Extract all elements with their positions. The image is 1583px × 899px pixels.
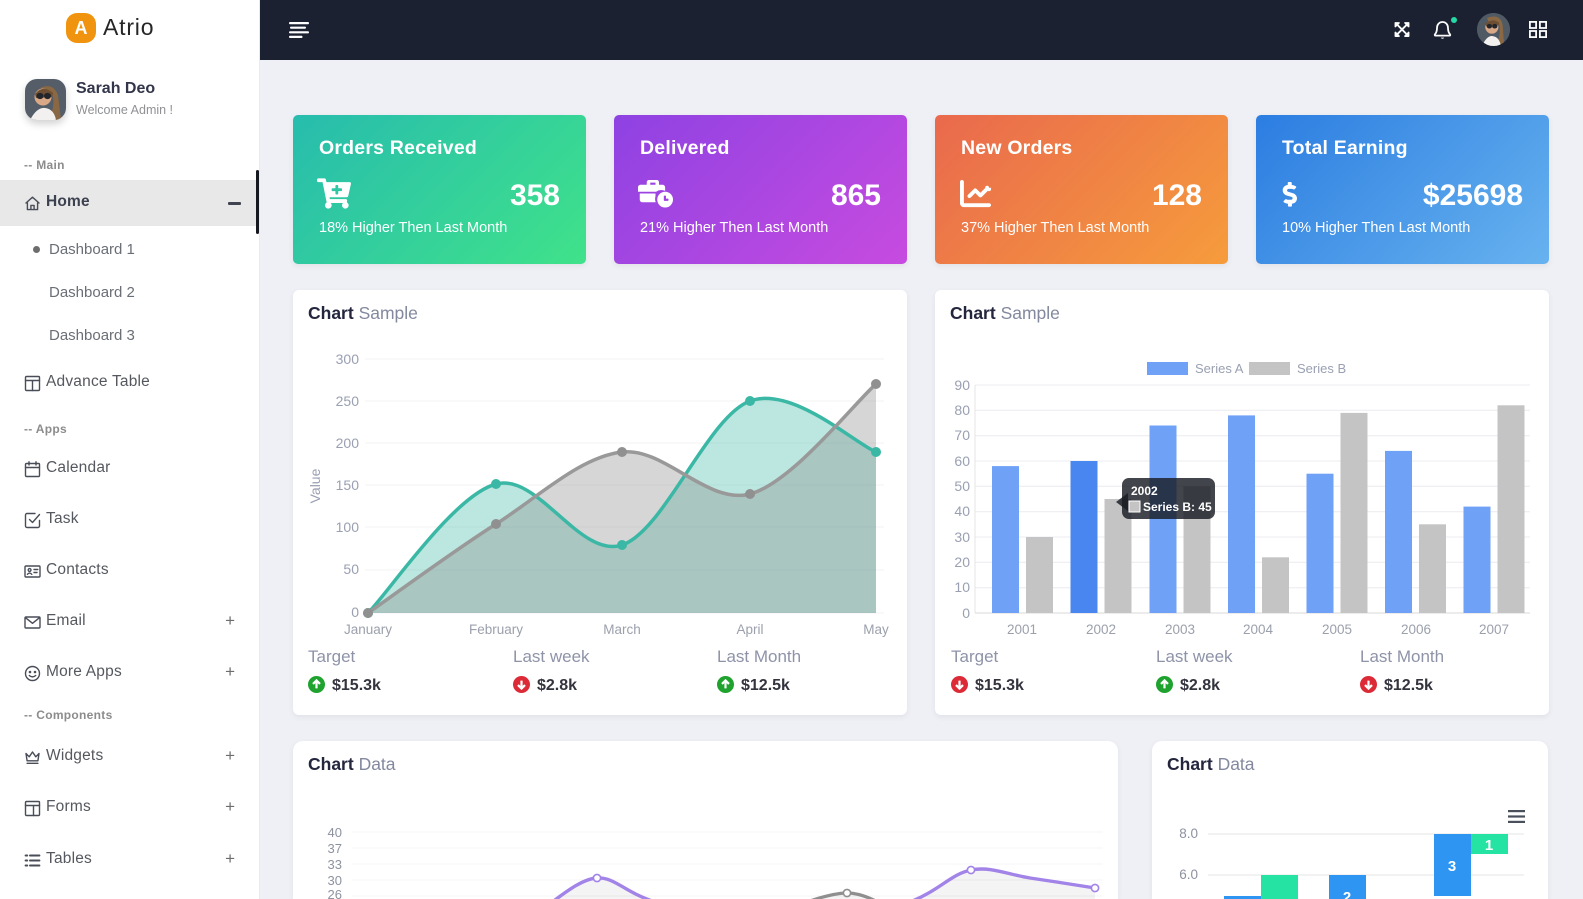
- svg-text:2004: 2004: [1243, 622, 1274, 637]
- svg-text:90: 90: [954, 377, 970, 393]
- svg-text:Series B: 45: Series B: 45: [1143, 500, 1212, 514]
- svg-text:February: February: [469, 622, 523, 637]
- svg-text:8.0: 8.0: [1179, 826, 1198, 841]
- svg-text:50: 50: [343, 561, 359, 577]
- svg-text:300: 300: [336, 351, 360, 367]
- svg-text:1: 1: [1485, 837, 1493, 854]
- svg-text:May: May: [863, 622, 889, 637]
- svg-text:10: 10: [954, 579, 970, 595]
- svg-text:40: 40: [328, 825, 342, 840]
- svg-text:2003: 2003: [1165, 622, 1195, 637]
- svg-text:0: 0: [962, 605, 970, 621]
- svg-text:2001: 2001: [1007, 622, 1037, 637]
- svg-text:2002: 2002: [1086, 622, 1116, 637]
- svg-text:50: 50: [954, 478, 970, 494]
- svg-text:26: 26: [328, 887, 342, 899]
- svg-text:150: 150: [336, 477, 360, 493]
- svg-text:80: 80: [954, 402, 970, 418]
- svg-text:April: April: [736, 622, 763, 637]
- svg-text:2002: 2002: [1131, 484, 1158, 498]
- svg-text:3: 3: [1448, 858, 1456, 875]
- svg-text:40: 40: [954, 503, 970, 519]
- svg-text:30: 30: [328, 873, 342, 888]
- svg-text:100: 100: [336, 519, 360, 535]
- svg-text:2007: 2007: [1479, 622, 1509, 637]
- svg-text:2005: 2005: [1322, 622, 1352, 637]
- svg-text:70: 70: [954, 427, 970, 443]
- svg-text:Series B: Series B: [1297, 361, 1346, 376]
- svg-text:January: January: [344, 622, 392, 637]
- svg-text:Series A: Series A: [1195, 361, 1244, 376]
- svg-text:33: 33: [328, 857, 342, 872]
- svg-text:6.0: 6.0: [1179, 867, 1198, 882]
- svg-text:30: 30: [954, 529, 970, 545]
- svg-text:200: 200: [336, 435, 360, 451]
- svg-text:37: 37: [328, 841, 342, 856]
- svg-text:March: March: [603, 622, 641, 637]
- svg-text:2: 2: [1343, 889, 1351, 899]
- svg-text:60: 60: [954, 453, 970, 469]
- svg-text:Value: Value: [307, 468, 323, 503]
- svg-text:0: 0: [351, 604, 359, 620]
- svg-text:20: 20: [954, 554, 970, 570]
- svg-text:2006: 2006: [1401, 622, 1431, 637]
- svg-text:250: 250: [336, 393, 360, 409]
